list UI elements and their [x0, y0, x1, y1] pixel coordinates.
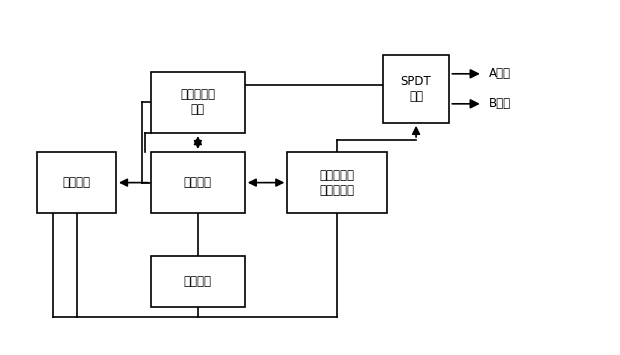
- Bar: [287, 152, 388, 213]
- Text: SPDT
模块: SPDT 模块: [401, 75, 432, 103]
- Text: 显示模块: 显示模块: [63, 176, 91, 189]
- Text: B端口: B端口: [489, 97, 511, 110]
- Text: 电磁波接收
与控测电路: 电磁波接收 与控测电路: [320, 169, 355, 197]
- Bar: [151, 72, 245, 133]
- Text: 电磁波合成
电路: 电磁波合成 电路: [180, 88, 215, 116]
- Bar: [383, 55, 450, 123]
- Text: 控制电路: 控制电路: [184, 176, 212, 189]
- Bar: [37, 152, 116, 213]
- Bar: [151, 152, 245, 213]
- Text: A端口: A端口: [489, 67, 511, 80]
- Text: 电源模块: 电源模块: [184, 275, 212, 288]
- Bar: [151, 256, 245, 307]
